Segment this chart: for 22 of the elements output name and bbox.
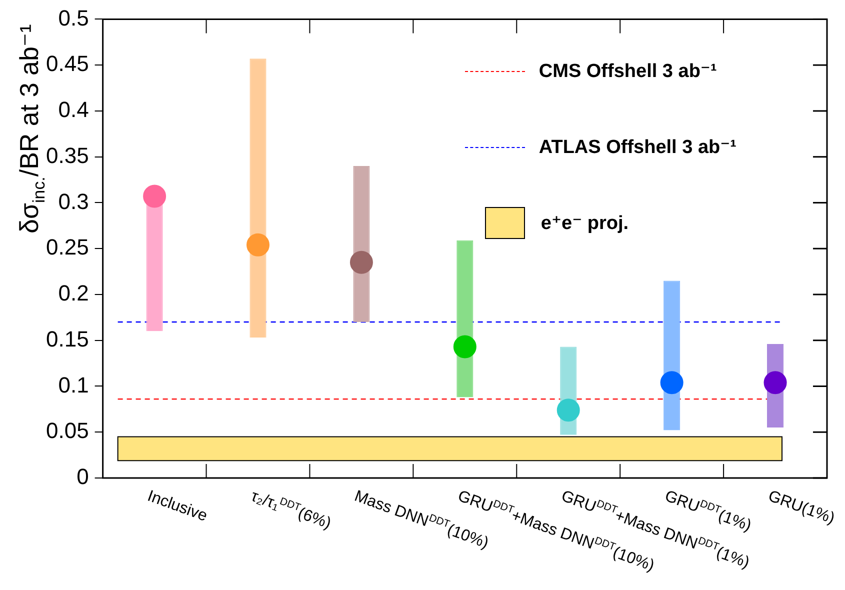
y-tick-label: 0: [76, 464, 89, 490]
y-tick-label: 0.1: [58, 372, 89, 398]
point: [453, 335, 476, 358]
y-tick-label: 0.25: [46, 234, 89, 260]
y-tick-label: 0.5: [58, 5, 89, 30]
point: [246, 233, 270, 256]
y-tick-label: 0.2: [58, 280, 89, 306]
legend-label: CMS Offshell 3 ab⁻¹: [538, 60, 717, 83]
y-tick-label: 0.3: [58, 188, 89, 214]
point: [764, 371, 787, 394]
x-tick-label: τ₂/τ₁DDT(6%): [248, 488, 334, 532]
y-tick-label: 0.45: [46, 51, 89, 76]
y-tick-label: 0.35: [46, 142, 89, 168]
y-tick-label: 0.4: [58, 97, 89, 122]
point: [350, 250, 373, 274]
y-tick-label: 0.05: [46, 418, 89, 444]
y-tick-label: 0.15: [46, 326, 89, 352]
point: [660, 371, 684, 394]
legend-label: e⁺e⁻ proj.: [540, 212, 629, 235]
point: [556, 398, 580, 422]
legend-label: ATLAS Offshell 3 ab⁻¹: [538, 136, 736, 159]
point: [143, 184, 166, 208]
